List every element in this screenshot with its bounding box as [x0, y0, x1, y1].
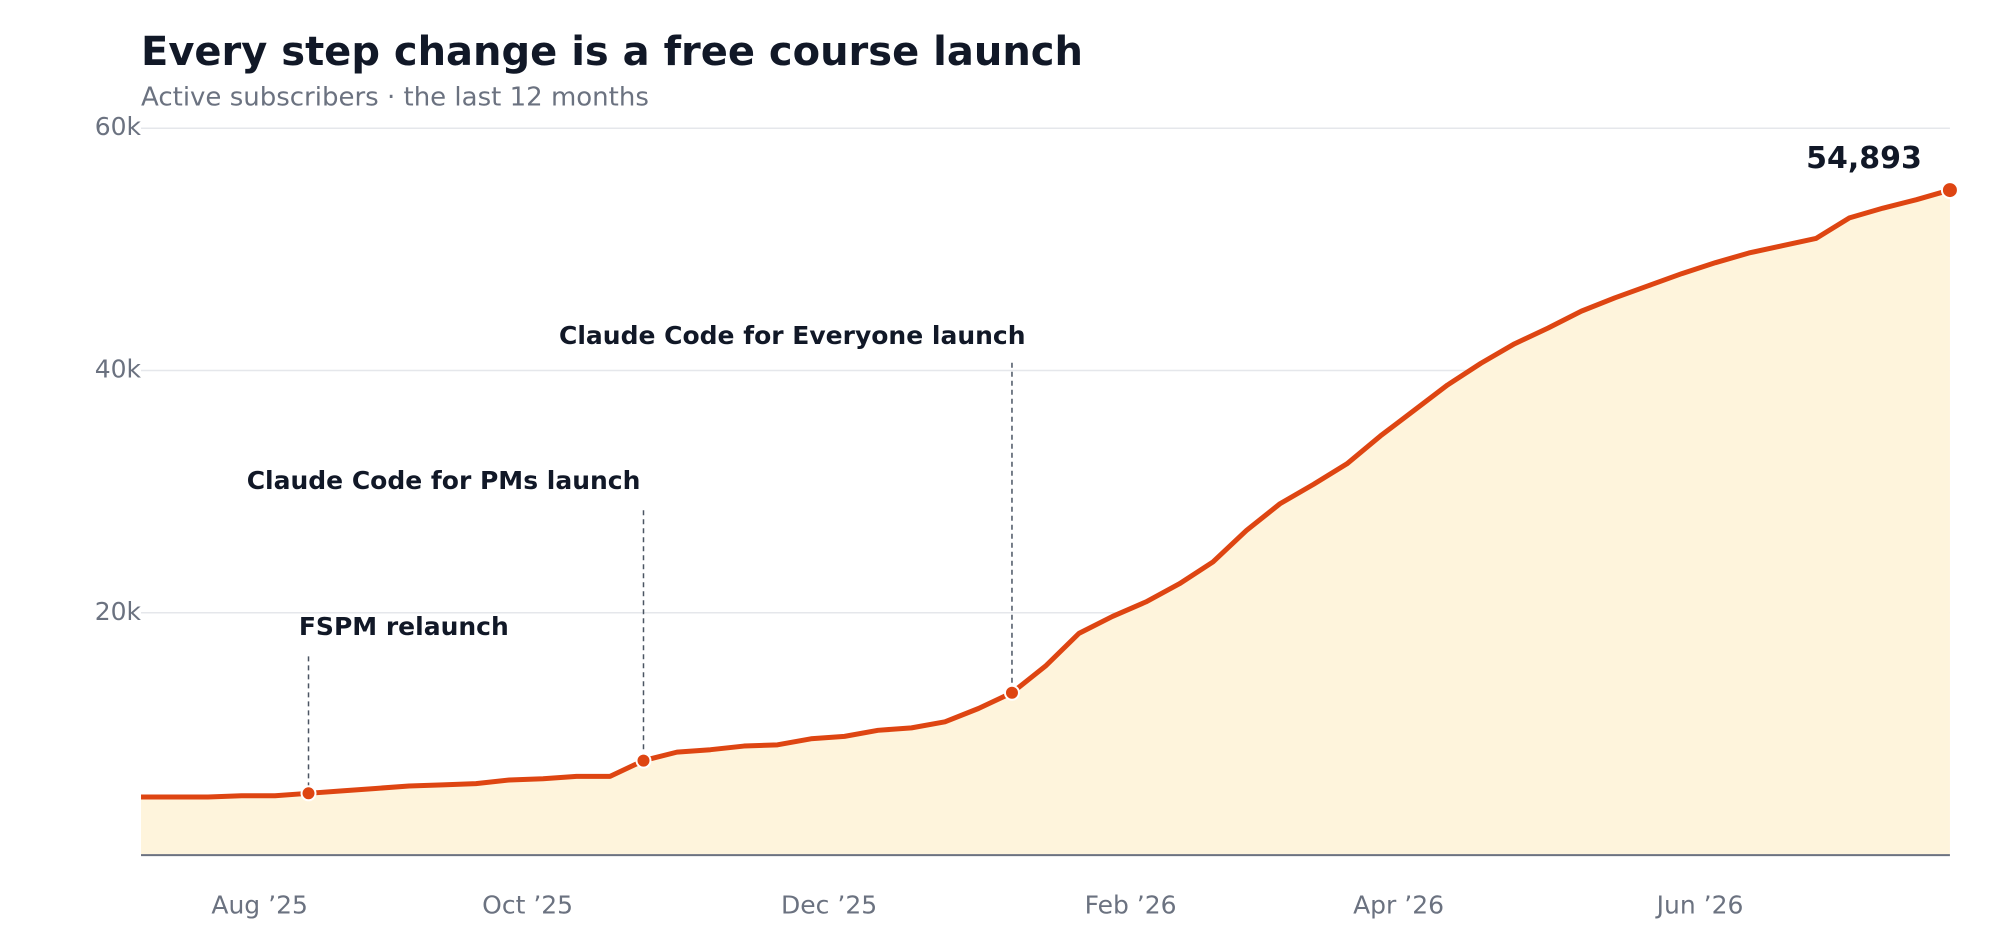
annotation-dot: [300, 785, 317, 802]
annotation-label: Claude Code for Everyone launch: [559, 321, 1026, 350]
line: [141, 187, 1951, 800]
x-tick-label: Dec ’25: [781, 890, 877, 919]
x-tick-label: Feb ’26: [1085, 890, 1177, 919]
x-tick-label: Oct ’25: [482, 890, 573, 919]
area-fill: [141, 190, 1950, 856]
annotation-label: FSPM relaunch: [299, 612, 509, 641]
y-tick-label: 60k: [95, 112, 142, 141]
chart-subtitle: Active subscribers · the last 12 months: [141, 83, 649, 113]
y-tick-label: 20k: [95, 597, 142, 626]
annotation-dot: [1003, 684, 1020, 701]
value-label: 54,893: [1806, 141, 1922, 176]
annotation-dot: [635, 752, 652, 769]
x-tick-label: Jun ’26: [1655, 890, 1744, 919]
x-tick-label: Apr ’26: [1353, 890, 1444, 919]
annotation-label: Claude Code for PMs launch: [247, 466, 641, 495]
end-dot: [1940, 181, 1959, 200]
chart-title: Every step change is a free course launc…: [141, 29, 1083, 75]
y-tick-label: 40k: [95, 354, 142, 383]
x-tick-label: Aug ’25: [211, 890, 308, 919]
